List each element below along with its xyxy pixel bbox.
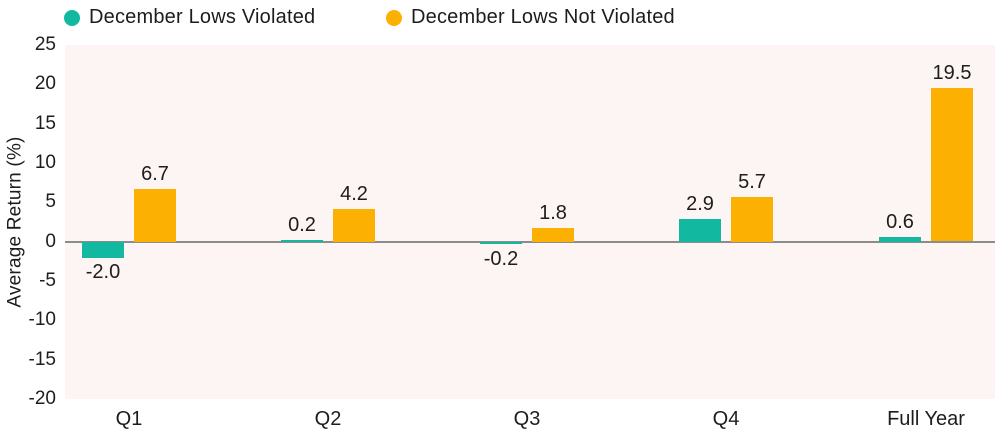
x-axis-label: Q3 xyxy=(513,408,541,430)
y-tick-label: 5 xyxy=(45,191,56,212)
bar-value-label: 6.7 xyxy=(141,163,169,185)
x-axis-label: Q1 xyxy=(115,408,143,430)
bar-not-violated xyxy=(532,228,574,242)
bar-violated xyxy=(679,219,721,242)
x-axis-label: Q4 xyxy=(712,408,740,430)
bar-violated xyxy=(82,242,124,258)
legend-dot-violated-icon xyxy=(64,9,80,26)
bar-not-violated xyxy=(931,88,973,241)
bar-violated xyxy=(281,240,323,242)
bar-value-label: -0.2 xyxy=(483,248,519,270)
y-tick-label: 0 xyxy=(45,231,56,252)
bar-value-label: 4.2 xyxy=(340,183,368,205)
bar-not-violated xyxy=(333,209,375,242)
legend-item-not-violated: December Lows Not Violated xyxy=(386,6,675,29)
legend-item-violated: December Lows Violated xyxy=(64,6,315,29)
y-tick-label: -5 xyxy=(39,270,56,291)
y-tick-label: 15 xyxy=(34,113,56,134)
bar-value-label: 19.5 xyxy=(932,62,972,84)
x-axis-label: Q2 xyxy=(314,408,342,430)
bar-value-label: -2.0 xyxy=(85,261,121,283)
zero-axis-line xyxy=(65,241,995,243)
y-tick-label: -15 xyxy=(28,349,56,370)
y-tick-label: 25 xyxy=(34,34,56,55)
y-tick-label: -20 xyxy=(28,388,56,409)
legend-label-not-violated: December Lows Not Violated xyxy=(411,6,675,28)
y-axis-title: Average Return (%) xyxy=(5,136,27,308)
bar-violated xyxy=(879,237,921,242)
plot-area: -2.0 6.7 0.2 4.2 -0.2 1.8 2.9 5.7 0.6 19.5 xyxy=(65,45,995,399)
legend-label-violated: December Lows Violated xyxy=(89,6,316,28)
bar-value-label: 0.2 xyxy=(288,214,316,236)
y-tick-label: -10 xyxy=(28,309,56,330)
bar-not-violated xyxy=(134,189,176,242)
y-tick-label: 10 xyxy=(34,152,56,173)
bar-value-label: 2.9 xyxy=(686,193,714,215)
bar-value-label: 1.8 xyxy=(539,202,567,224)
y-tick-label: 20 xyxy=(34,73,56,94)
bar-not-violated xyxy=(731,197,773,242)
bar-violated xyxy=(480,242,522,244)
legend-dot-not-violated-icon xyxy=(386,9,402,26)
x-axis-label: Full Year xyxy=(887,408,965,430)
bar-value-label: 5.7 xyxy=(738,171,766,193)
bar-value-label: 0.6 xyxy=(886,211,914,233)
